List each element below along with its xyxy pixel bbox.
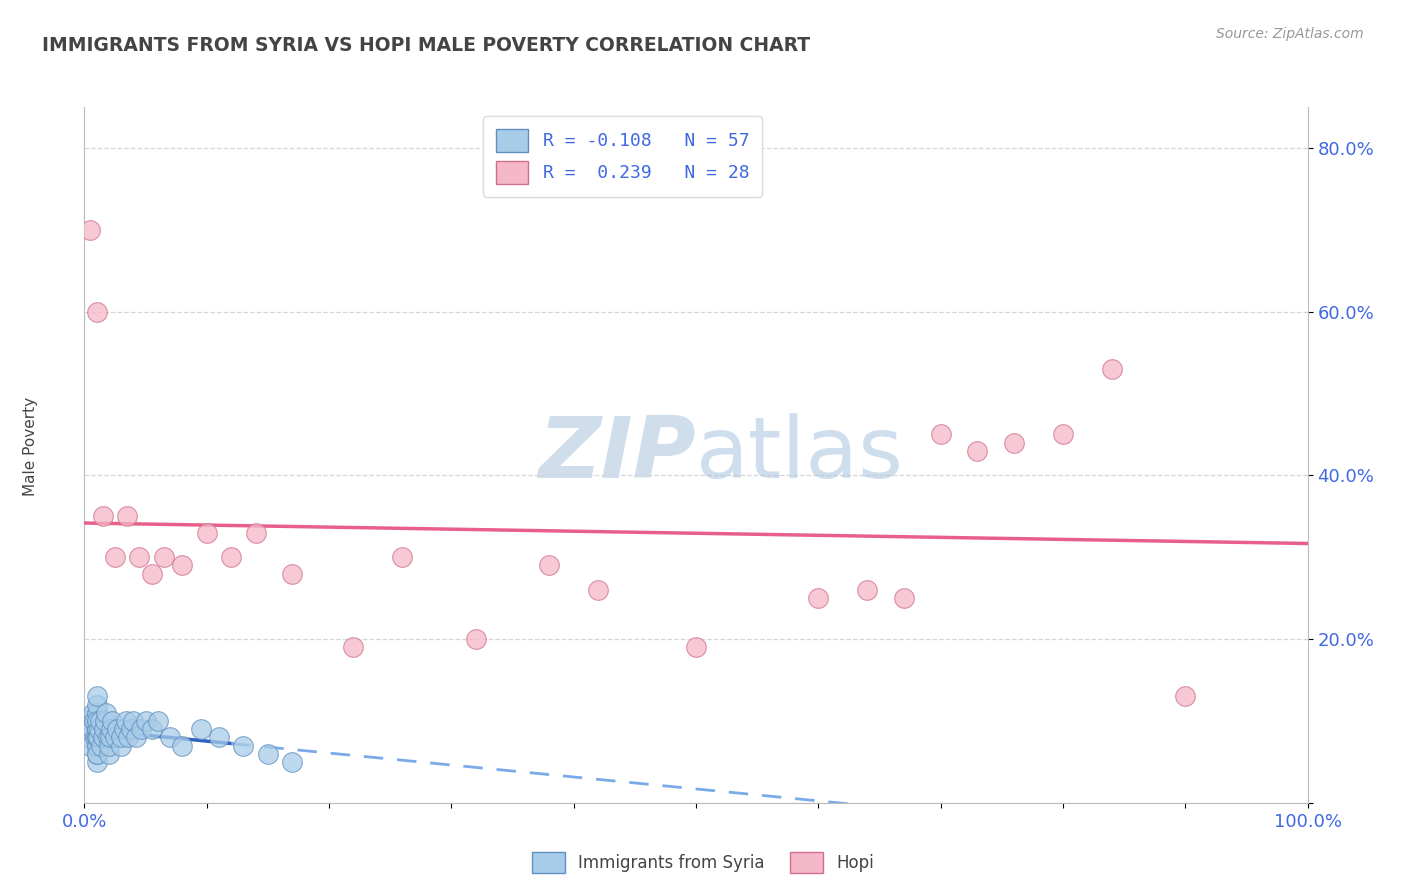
Point <box>190 722 212 736</box>
Point <box>93 722 115 736</box>
Point <box>112 722 135 736</box>
Point <box>110 731 132 745</box>
Point <box>86 722 108 736</box>
Point <box>159 731 181 745</box>
Point <box>90 739 112 753</box>
Point <box>141 566 163 581</box>
Point <box>79 223 101 237</box>
Point <box>86 698 108 712</box>
Point <box>135 714 157 728</box>
Point <box>91 509 114 524</box>
Point <box>87 722 110 736</box>
Point <box>100 722 122 736</box>
Point <box>86 739 108 753</box>
Point <box>172 558 194 573</box>
Legend: R = -0.108   N = 57, R =  0.239   N = 28: R = -0.108 N = 57, R = 0.239 N = 28 <box>484 116 762 197</box>
Point <box>86 755 108 769</box>
Legend: Immigrants from Syria, Hopi: Immigrants from Syria, Hopi <box>524 846 882 880</box>
Point <box>86 722 108 736</box>
Point <box>86 731 108 745</box>
Point <box>929 427 952 442</box>
Point <box>96 706 118 720</box>
Point <box>76 714 98 728</box>
Point <box>1002 435 1025 450</box>
Point <box>104 550 127 565</box>
Point <box>146 714 169 728</box>
Point <box>120 722 142 736</box>
Point <box>245 525 267 540</box>
Point <box>856 582 879 597</box>
Point <box>94 714 117 728</box>
Point <box>86 731 108 745</box>
Text: ZIP: ZIP <box>538 413 696 497</box>
Point <box>86 747 108 761</box>
Point <box>122 714 145 728</box>
Text: IMMIGRANTS FROM SYRIA VS HOPI MALE POVERTY CORRELATION CHART: IMMIGRANTS FROM SYRIA VS HOPI MALE POVER… <box>42 36 810 54</box>
Point <box>89 714 111 728</box>
Point <box>685 640 707 655</box>
Point <box>86 304 108 318</box>
Point <box>97 747 120 761</box>
Point <box>86 739 108 753</box>
Point <box>98 731 121 745</box>
Point <box>83 714 105 728</box>
Point <box>115 509 138 524</box>
Point <box>97 739 120 753</box>
Point <box>281 755 304 769</box>
Point <box>105 722 128 736</box>
Point <box>342 640 364 655</box>
Point <box>807 591 830 606</box>
Text: atlas: atlas <box>696 413 904 497</box>
Point <box>586 582 609 597</box>
Point <box>141 722 163 736</box>
Point <box>79 739 101 753</box>
Point <box>80 722 103 736</box>
Point <box>115 714 138 728</box>
Point <box>893 591 915 606</box>
Point <box>172 739 194 753</box>
Point <box>110 739 132 753</box>
Point <box>86 747 108 761</box>
Point <box>391 550 413 565</box>
Point <box>117 731 139 745</box>
Point <box>208 731 231 745</box>
Text: Source: ZipAtlas.com: Source: ZipAtlas.com <box>1216 27 1364 41</box>
Point <box>86 714 108 728</box>
Point <box>966 443 988 458</box>
Point <box>1052 427 1074 442</box>
Point <box>77 731 100 745</box>
Point <box>195 525 218 540</box>
Point <box>257 747 280 761</box>
Point <box>538 558 561 573</box>
Point <box>125 731 148 745</box>
Text: Male Poverty: Male Poverty <box>24 396 38 496</box>
Point <box>1101 362 1123 376</box>
Point <box>281 566 304 581</box>
Point <box>1174 690 1197 704</box>
Point <box>101 714 124 728</box>
Point <box>87 731 110 745</box>
Point <box>91 731 114 745</box>
Point <box>86 690 108 704</box>
Point <box>77 722 100 736</box>
Point <box>129 722 152 736</box>
Point <box>153 550 176 565</box>
Point <box>86 706 108 720</box>
Point <box>232 739 254 753</box>
Point <box>219 550 242 565</box>
Point <box>97 731 120 745</box>
Point <box>84 731 107 745</box>
Point <box>86 714 108 728</box>
Point <box>104 731 127 745</box>
Point <box>82 706 104 720</box>
Point <box>128 550 150 565</box>
Point <box>464 632 486 646</box>
